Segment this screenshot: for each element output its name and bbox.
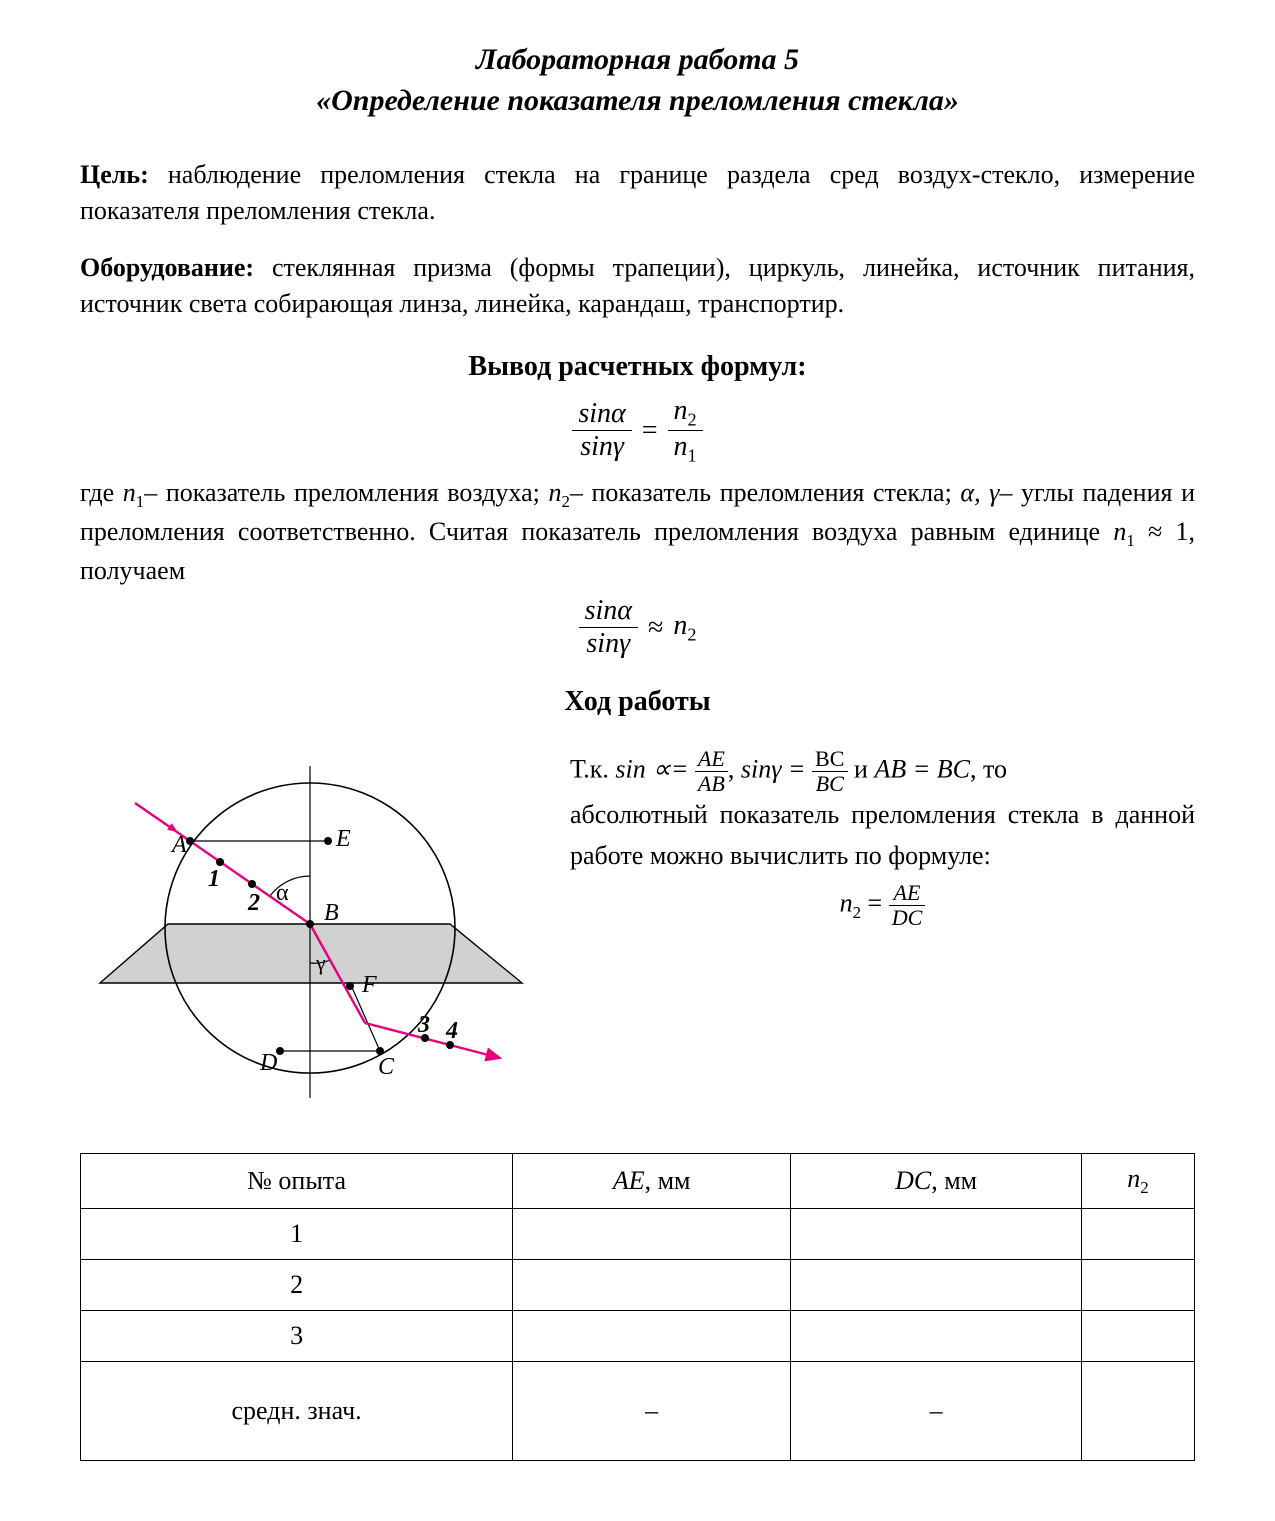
svg-text:C: C bbox=[378, 1054, 395, 1080]
svg-text:A: A bbox=[170, 832, 187, 858]
procedure-text: Т.к. sin ∝= AEAB, sinγ = BCBC и AB = BC,… bbox=[570, 748, 1195, 929]
cell-r2-n2 bbox=[1082, 1260, 1195, 1311]
sym-n1-sub: 1 bbox=[136, 492, 144, 511]
cell-r3-ae bbox=[513, 1311, 791, 1362]
cell-avg-ae: – bbox=[513, 1362, 791, 1461]
formula1-right-den-sub: 1 bbox=[688, 446, 697, 466]
cell-r1-dc bbox=[791, 1209, 1082, 1260]
title-line-2: «Определение показателя преломления стек… bbox=[80, 81, 1195, 122]
rhs-f2d: BC bbox=[812, 772, 847, 795]
svg-text:3: 3 bbox=[417, 1012, 430, 1038]
formula1-eq: = bbox=[642, 415, 658, 447]
cell-r2-ae bbox=[513, 1260, 791, 1311]
cell-r2-dc bbox=[791, 1260, 1082, 1311]
sym-angles: α, γ bbox=[960, 478, 999, 507]
rhs-formula-num: AE bbox=[889, 882, 926, 906]
col4-it: n bbox=[1127, 1164, 1140, 1193]
refraction-diagram: A E B F D C 1 2 34 α γ bbox=[80, 748, 540, 1113]
cell-r1-n2 bbox=[1082, 1209, 1195, 1260]
cell-r2-n: 2 bbox=[81, 1260, 513, 1311]
rhs-f2n: BC bbox=[812, 748, 847, 772]
sym-n1-sub-b: 1 bbox=[1126, 531, 1134, 550]
procedure-heading: Ход работы bbox=[80, 686, 1195, 718]
rhs-1: Т.к. bbox=[570, 755, 615, 784]
cell-avg-label: средн. знач. bbox=[81, 1362, 513, 1461]
cell-r3-n2 bbox=[1082, 1311, 1195, 1362]
derivation-heading: Вывод расчетных формул: bbox=[80, 351, 1195, 383]
col3-it: DC bbox=[895, 1166, 931, 1195]
rhs-c2: , то bbox=[970, 755, 1007, 784]
svg-text:B: B bbox=[324, 900, 339, 926]
mid-1a: где bbox=[80, 478, 123, 507]
cell-avg-n2 bbox=[1082, 1362, 1195, 1461]
table-header-row: № опыта AE, мм DC, мм n2 bbox=[81, 1154, 1195, 1209]
sym-n2-sub: 2 bbox=[561, 492, 569, 511]
col-header-1: № опыта bbox=[81, 1154, 513, 1209]
col3-rest: , мм bbox=[931, 1166, 977, 1195]
col2-it: AE bbox=[613, 1166, 645, 1195]
cell-r3-n: 3 bbox=[81, 1311, 513, 1362]
sym-n1: n bbox=[123, 478, 136, 507]
rhs-f1d: AB bbox=[695, 772, 728, 795]
table-row: 3 bbox=[81, 1311, 1195, 1362]
rhs-abeq: AB = BC bbox=[874, 755, 970, 784]
table-row: 2 bbox=[81, 1260, 1195, 1311]
formula1-left-den: sinγ bbox=[572, 431, 631, 461]
rhs-sina: sin ∝= bbox=[615, 755, 688, 784]
col-header-2: AE, мм bbox=[513, 1154, 791, 1209]
svg-text:2: 2 bbox=[247, 890, 260, 916]
col2-rest: , мм bbox=[645, 1166, 691, 1195]
rhs-f1n: AE bbox=[695, 748, 728, 772]
formula-1: sinα sinγ = n2 n1 bbox=[80, 397, 1195, 466]
goal-label: Цель: bbox=[80, 160, 149, 189]
goal-text: наблюдение преломления стекла на границе… bbox=[80, 160, 1195, 225]
svg-text:1: 1 bbox=[208, 866, 220, 892]
table-avg-row: средн. знач. – – bbox=[81, 1362, 1195, 1461]
rhs-and: и bbox=[854, 755, 874, 784]
svg-text:γ: γ bbox=[315, 950, 326, 975]
formula1-right-den: n bbox=[674, 431, 688, 462]
equipment-paragraph: Оборудование: стеклянная призма (формы т… bbox=[80, 250, 1195, 323]
formula2-op: ≈ bbox=[648, 612, 663, 644]
col4-sub: 2 bbox=[1140, 1178, 1148, 1197]
cell-avg-dc: – bbox=[791, 1362, 1082, 1461]
col-header-4: n2 bbox=[1082, 1154, 1195, 1209]
title-line-1: Лабораторная работа 5 bbox=[80, 40, 1195, 81]
formula2-left-num: sinα bbox=[579, 597, 638, 628]
sym-n2: n bbox=[548, 478, 561, 507]
svg-text:E: E bbox=[335, 826, 351, 852]
rhs-sing: sinγ = bbox=[741, 755, 806, 784]
formula2-rhs: n bbox=[673, 610, 687, 641]
rhs-formula: n2 = AEDC bbox=[570, 882, 1195, 929]
rhs-formula-den: DC bbox=[889, 906, 926, 929]
cell-r1-ae bbox=[513, 1209, 791, 1260]
goal-paragraph: Цель: наблюдение преломления стекла на г… bbox=[80, 157, 1195, 230]
table-row: 1 bbox=[81, 1209, 1195, 1260]
mid-1c: – показатель преломления стекла; bbox=[570, 478, 961, 507]
formula2-left-den: sinγ bbox=[579, 628, 638, 658]
formula1-right-num-sub: 2 bbox=[688, 409, 697, 429]
sym-n1-b: n bbox=[1113, 517, 1126, 546]
rhs-text-2: абсолютный показатель преломления стекла… bbox=[570, 795, 1195, 876]
mid-1b: – показатель преломления воздуха; bbox=[144, 478, 548, 507]
cell-r1-n: 1 bbox=[81, 1209, 513, 1260]
rhs-c1: , bbox=[728, 755, 741, 784]
equipment-label: Оборудование: bbox=[80, 253, 254, 282]
svg-text:4: 4 bbox=[445, 1018, 458, 1044]
rhs-formula-lhs: n bbox=[840, 889, 853, 918]
formula1-right-num: n bbox=[674, 395, 688, 426]
derivation-paragraph: где n1– показатель преломления воздуха; … bbox=[80, 475, 1195, 589]
svg-text:F: F bbox=[361, 972, 377, 998]
svg-text:D: D bbox=[259, 1050, 277, 1076]
formula2-rhs-sub: 2 bbox=[687, 625, 696, 645]
formula-2: sinα sinγ ≈ n2 bbox=[80, 595, 1195, 658]
document-title: Лабораторная работа 5 «Определение показ… bbox=[80, 40, 1195, 121]
formula1-left-num: sinα bbox=[572, 400, 631, 431]
rhs-formula-lhs-sub: 2 bbox=[853, 903, 861, 922]
svg-text:α: α bbox=[276, 880, 289, 906]
data-table: № опыта AE, мм DC, мм n2 1 2 3 средн. зн… bbox=[80, 1153, 1195, 1461]
cell-r3-dc bbox=[791, 1311, 1082, 1362]
col-header-3: DC, мм bbox=[791, 1154, 1082, 1209]
rhs-formula-eq: = bbox=[861, 889, 889, 918]
